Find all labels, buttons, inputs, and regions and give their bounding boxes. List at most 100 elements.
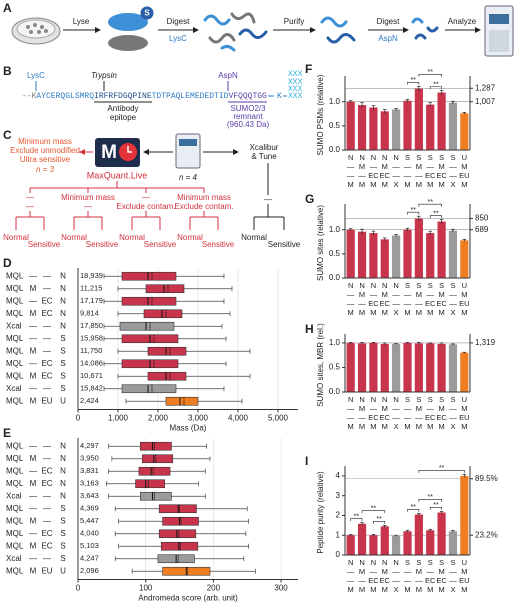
step-label: Purify bbox=[284, 17, 304, 26]
x-tick-label: S bbox=[416, 395, 421, 404]
bar bbox=[460, 240, 469, 278]
x-tick-label: M bbox=[461, 180, 467, 189]
x-tick-label: M bbox=[382, 308, 388, 317]
count-label: 5,447 bbox=[80, 516, 99, 525]
bar bbox=[403, 342, 412, 392]
x-tick-label: M bbox=[382, 290, 388, 299]
bar bbox=[426, 104, 435, 150]
x-tick-label: M bbox=[348, 180, 354, 189]
count-label: 4,297 bbox=[80, 441, 99, 450]
x-tick-label: M bbox=[348, 308, 354, 317]
lysine: K bbox=[277, 92, 282, 101]
panel-label: C bbox=[3, 128, 12, 142]
box bbox=[143, 309, 183, 319]
row-label: MQL bbox=[6, 516, 24, 525]
row-label: N bbox=[60, 454, 66, 463]
x-tick-label: M bbox=[438, 162, 444, 171]
row-label: MQL bbox=[6, 359, 24, 368]
significance-bracket bbox=[350, 518, 363, 522]
x-tick-label: M bbox=[359, 422, 365, 431]
node: Exclude contam. bbox=[174, 202, 233, 211]
x-tick-label: — bbox=[347, 299, 355, 308]
x-tick-label: — bbox=[392, 404, 400, 413]
x-tick-label: S bbox=[439, 281, 444, 290]
significance-bracket bbox=[418, 470, 465, 473]
x-tick-label: M bbox=[359, 290, 365, 299]
x-tick-label: EC bbox=[425, 299, 436, 308]
row-label: MQL bbox=[6, 529, 24, 538]
x-tick-label: N bbox=[371, 153, 376, 162]
bar bbox=[392, 235, 401, 278]
box bbox=[138, 466, 171, 476]
y-tick-label: 0.5 bbox=[329, 249, 341, 258]
box bbox=[160, 541, 199, 551]
row-label: S bbox=[60, 371, 65, 380]
box bbox=[147, 346, 187, 356]
row-label: M bbox=[30, 479, 37, 488]
fragments bbox=[203, 12, 268, 52]
x-tick-label: N bbox=[371, 395, 376, 404]
significance-bracket bbox=[429, 507, 442, 510]
x-tick-label: M bbox=[370, 585, 376, 594]
panel-label: G bbox=[305, 192, 314, 206]
row-label: S bbox=[60, 541, 65, 550]
x-tick-label: — bbox=[404, 299, 412, 308]
row-label: — bbox=[29, 384, 37, 393]
row-label: — bbox=[43, 346, 51, 355]
fragments bbox=[320, 16, 356, 44]
x-tick-label: S bbox=[405, 281, 410, 290]
box bbox=[147, 371, 187, 381]
significance-bracket bbox=[407, 508, 420, 512]
dish-inner bbox=[16, 19, 56, 39]
x-tick-label: S bbox=[450, 281, 455, 290]
tree-lines bbox=[253, 163, 285, 230]
option: Exclude unmodified bbox=[10, 146, 80, 155]
x-tick-label: — bbox=[449, 299, 457, 308]
y-tick-label: 4 bbox=[336, 471, 341, 480]
x-tick-label: — bbox=[426, 567, 434, 576]
x-tick-label: 200 bbox=[207, 584, 221, 593]
leaf: Sensitive bbox=[268, 240, 301, 249]
bar bbox=[392, 343, 401, 392]
box bbox=[139, 441, 172, 451]
significance-bracket bbox=[429, 86, 442, 90]
x-tick-label: — bbox=[347, 162, 355, 171]
x-tick-label: EC bbox=[368, 576, 379, 585]
row-label: — bbox=[29, 554, 37, 563]
xxx: XXX bbox=[288, 85, 303, 94]
x-tick-label: M bbox=[416, 162, 422, 171]
y2-tick-label: 1,007 bbox=[475, 97, 496, 106]
significance-bracket bbox=[418, 203, 442, 207]
remnant-label: remnant bbox=[233, 112, 263, 121]
clock-hands bbox=[127, 146, 132, 153]
box bbox=[121, 384, 177, 394]
epitope-label: Antibody bbox=[107, 104, 138, 113]
x-tick-label: M bbox=[348, 422, 354, 431]
x-tick-label: M bbox=[359, 180, 365, 189]
x-tick-label: — bbox=[347, 567, 355, 576]
count-label: 3,831 bbox=[80, 466, 99, 475]
x-tick-label: M bbox=[359, 404, 365, 413]
row-label: — bbox=[29, 271, 37, 280]
strategy-panel: Minimum mass Exclude unmodified Ultra se… bbox=[3, 133, 301, 249]
x-tick-label: 2,000 bbox=[148, 414, 169, 423]
leaf: Sensitive bbox=[28, 240, 61, 249]
y2-tick-label: 1,319 bbox=[475, 338, 496, 347]
significance-label: ** bbox=[354, 513, 360, 520]
sumo-badge bbox=[140, 6, 154, 20]
row-label: MQL bbox=[6, 466, 24, 475]
seq-part: VFQQQTGG bbox=[228, 92, 267, 101]
step-label: Analyze bbox=[448, 17, 477, 26]
count-label: 10,671 bbox=[80, 371, 103, 380]
y-axis-label: Peptide purity (relative) bbox=[316, 471, 325, 554]
y-tick-label: 0.5 bbox=[329, 121, 341, 130]
step-label: Digest bbox=[167, 17, 190, 26]
x-tick-label: M bbox=[438, 585, 444, 594]
box bbox=[135, 479, 165, 489]
xxx: XXX bbox=[288, 92, 303, 101]
row-label: N bbox=[60, 271, 66, 280]
y-tick-label: 2 bbox=[336, 511, 341, 520]
x-tick-label: EC bbox=[436, 171, 447, 180]
row-label: — bbox=[29, 321, 37, 330]
significance-label: ** bbox=[428, 69, 434, 76]
